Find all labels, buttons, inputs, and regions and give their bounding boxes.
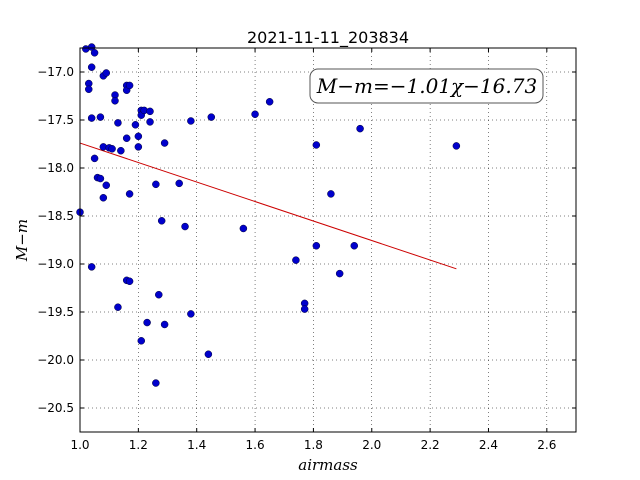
y-tick-label: −19.0	[37, 257, 74, 271]
data-point	[160, 139, 169, 147]
data-point	[452, 142, 461, 150]
y-tick-label: −20.5	[37, 401, 74, 415]
fit-line-group	[79, 142, 457, 270]
data-point	[312, 141, 321, 149]
grid-lines	[79, 48, 576, 432]
data-point	[114, 303, 122, 311]
data-point	[204, 350, 213, 358]
y-tick-label: −20.0	[37, 353, 74, 367]
data-point	[102, 69, 111, 77]
plot-frame	[79, 47, 577, 433]
data-point	[87, 263, 96, 271]
x-axis-ticks: 1.0 1.2 1.4 1.6 1.8 2.0 2.2 2.4 2.6	[70, 48, 556, 452]
x-axis-label: airmass	[298, 456, 358, 474]
data-point	[207, 113, 216, 121]
y-tick-label: −18.0	[37, 161, 74, 175]
data-point	[134, 132, 143, 141]
x-tick-label: 2.4	[479, 438, 498, 452]
data-point	[335, 269, 344, 278]
fit-equation: M−m=−1.01χ−16.73	[316, 74, 537, 98]
data-point	[114, 119, 122, 127]
x-tick-label: 2.6	[537, 438, 556, 452]
x-tick-label: 1.8	[304, 438, 323, 452]
data-point	[155, 290, 163, 299]
data-point	[96, 113, 105, 121]
x-tick-label: 2.2	[421, 438, 440, 452]
data-point	[312, 242, 321, 250]
x-tick-label: 1.0	[70, 438, 89, 452]
data-point	[87, 114, 96, 122]
data-point	[181, 222, 189, 231]
data-point	[143, 318, 151, 327]
data-point	[99, 194, 108, 202]
data-point	[175, 179, 183, 188]
data-point	[87, 63, 96, 71]
data-point	[131, 121, 140, 129]
data-point	[111, 97, 119, 105]
data-point	[187, 117, 195, 125]
x-tick-label: 1.4	[187, 438, 206, 452]
y-tick-label: −17.0	[37, 65, 74, 79]
data-point	[146, 107, 154, 116]
y-tick-label: −19.5	[37, 305, 74, 319]
x-tick-label: 1.2	[129, 438, 148, 452]
data-point	[125, 277, 134, 286]
data-point	[137, 337, 146, 345]
data-point	[160, 320, 169, 329]
data-point	[152, 180, 160, 189]
x-tick-label: 2.0	[362, 438, 381, 452]
data-point	[300, 305, 309, 313]
data-points	[76, 43, 461, 387]
data-point	[251, 110, 259, 118]
data-point	[90, 154, 99, 163]
data-point	[90, 49, 99, 57]
data-point	[117, 146, 125, 155]
y-axis-label: M−m	[13, 219, 31, 262]
data-point	[134, 143, 143, 151]
data-point	[152, 379, 160, 387]
fit-line	[79, 142, 457, 270]
data-point	[125, 81, 134, 90]
data-point	[96, 174, 105, 183]
fit-annotation: M−m=−1.01χ−16.73	[309, 68, 544, 104]
data-point	[187, 310, 195, 318]
data-point	[122, 134, 131, 142]
chart-title: 2021-11-11_203834	[247, 28, 409, 48]
annotation-box	[309, 68, 544, 104]
y-tick-label: −17.5	[37, 113, 74, 127]
y-tick-label: −18.5	[37, 209, 74, 223]
data-point	[265, 98, 274, 106]
data-point	[85, 85, 93, 94]
y-axis-ticks: −17.0 −17.5 −18.0 −18.5 −19.0 −19.5 −20.0 −20.5	[37, 65, 576, 415]
data-point	[125, 190, 134, 198]
x-tick-label: 1.6	[246, 438, 265, 452]
data-point	[292, 256, 300, 264]
data-point	[102, 181, 111, 190]
data-point	[356, 124, 364, 133]
data-point	[108, 145, 116, 153]
data-point	[146, 118, 154, 126]
data-point	[327, 190, 335, 198]
data-point	[157, 217, 166, 225]
data-point	[239, 224, 248, 233]
data-point	[350, 242, 359, 250]
